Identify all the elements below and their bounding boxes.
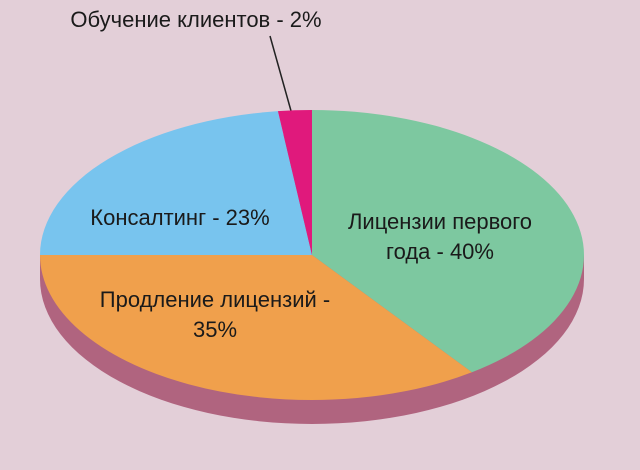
pie-slice	[40, 255, 472, 401]
pie-slice	[312, 110, 584, 373]
data-label: Лицензии первого года - 40%	[347, 209, 533, 264]
data-label: Консалтинг - 23%	[90, 205, 270, 230]
data-label: Обучение клиентов - 2%	[70, 7, 322, 32]
leader-line	[269, 35, 294, 119]
pie-slice	[277, 110, 312, 255]
data-label: Продление лицензий - 35%	[99, 287, 331, 342]
pie-slice	[40, 111, 312, 255]
